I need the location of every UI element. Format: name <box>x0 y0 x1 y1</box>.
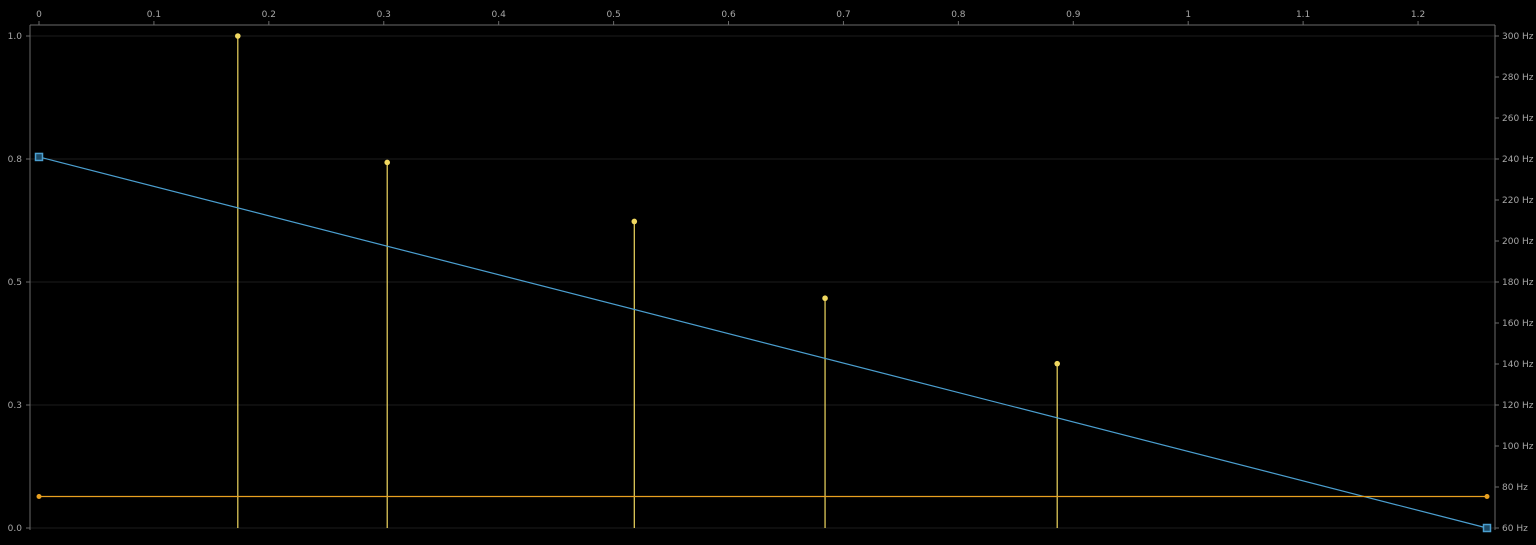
y-right-tick-label: 140 Hz <box>1502 360 1534 370</box>
y-left-axis-ticks: 0.0 0.3 0.5 0.8 1.0 <box>8 32 30 534</box>
frequency-line <box>38 156 1488 529</box>
stem-point <box>235 33 241 39</box>
x-tick-label: 0.2 <box>262 10 276 20</box>
y-right-tick-label: 160 Hz <box>1502 319 1534 329</box>
y-right-tick-label: 120 Hz <box>1502 401 1534 411</box>
x-tick-label: 1.1 <box>1296 10 1310 20</box>
stem-point <box>631 218 638 225</box>
y-left-tick-label: 0.8 <box>8 155 23 165</box>
y-right-tick-label: 220 Hz <box>1502 196 1534 206</box>
x-axis-ticks: 0 0.1 0.2 0.3 0.4 0.5 0.6 0.7 0.8 0.9 1 1.1 1.2 <box>36 10 1425 25</box>
y-right-tick-label: 300 Hz <box>1502 32 1534 42</box>
series-layer <box>34 33 1492 533</box>
x-tick-label: 0.9 <box>1066 10 1081 20</box>
stem-point <box>384 159 391 166</box>
frequency-marker <box>1482 523 1492 533</box>
x-tick-label: 0.7 <box>836 10 850 20</box>
x-tick-label: 0 <box>36 10 42 20</box>
y-left-tick-label: 1.0 <box>8 32 23 42</box>
y-left-tick-label: 0.0 <box>8 524 23 534</box>
y-right-axis-ticks: 60 Hz 80 Hz 100 Hz 120 Hz 140 Hz 160 Hz 180 Hz… <box>1495 32 1534 534</box>
y-right-tick-label: 180 Hz <box>1502 278 1534 288</box>
y-right-tick-label: 260 Hz <box>1502 114 1534 124</box>
stem-point <box>1054 360 1060 367</box>
axes <box>29 24 1496 530</box>
x-tick-label: 0.3 <box>377 10 391 20</box>
y-right-tick-label: 60 Hz <box>1502 524 1528 534</box>
x-tick-label: 0.1 <box>147 10 161 20</box>
x-tick-label: 1 <box>1185 10 1191 20</box>
y-right-tick-label: 200 Hz <box>1502 237 1534 247</box>
x-tick-label: 0.4 <box>492 10 507 20</box>
threshold-marker <box>1484 494 1490 500</box>
grid-lines <box>30 35 1495 529</box>
frequency-marker <box>34 152 44 162</box>
y-right-tick-label: 80 Hz <box>1502 483 1528 493</box>
y-left-tick-label: 0.5 <box>8 278 22 288</box>
y-left-tick-label: 0.3 <box>8 401 22 411</box>
x-tick-label: 1.2 <box>1411 10 1425 20</box>
x-tick-label: 0.5 <box>606 10 620 20</box>
x-tick-label: 0.6 <box>721 10 736 20</box>
y-right-tick-label: 100 Hz <box>1502 442 1534 452</box>
x-tick-label: 0.8 <box>951 10 966 20</box>
y-right-tick-label: 240 Hz <box>1502 155 1534 165</box>
stem-point <box>822 295 828 302</box>
threshold-marker <box>36 494 42 500</box>
y-right-tick-label: 280 Hz <box>1502 73 1534 83</box>
